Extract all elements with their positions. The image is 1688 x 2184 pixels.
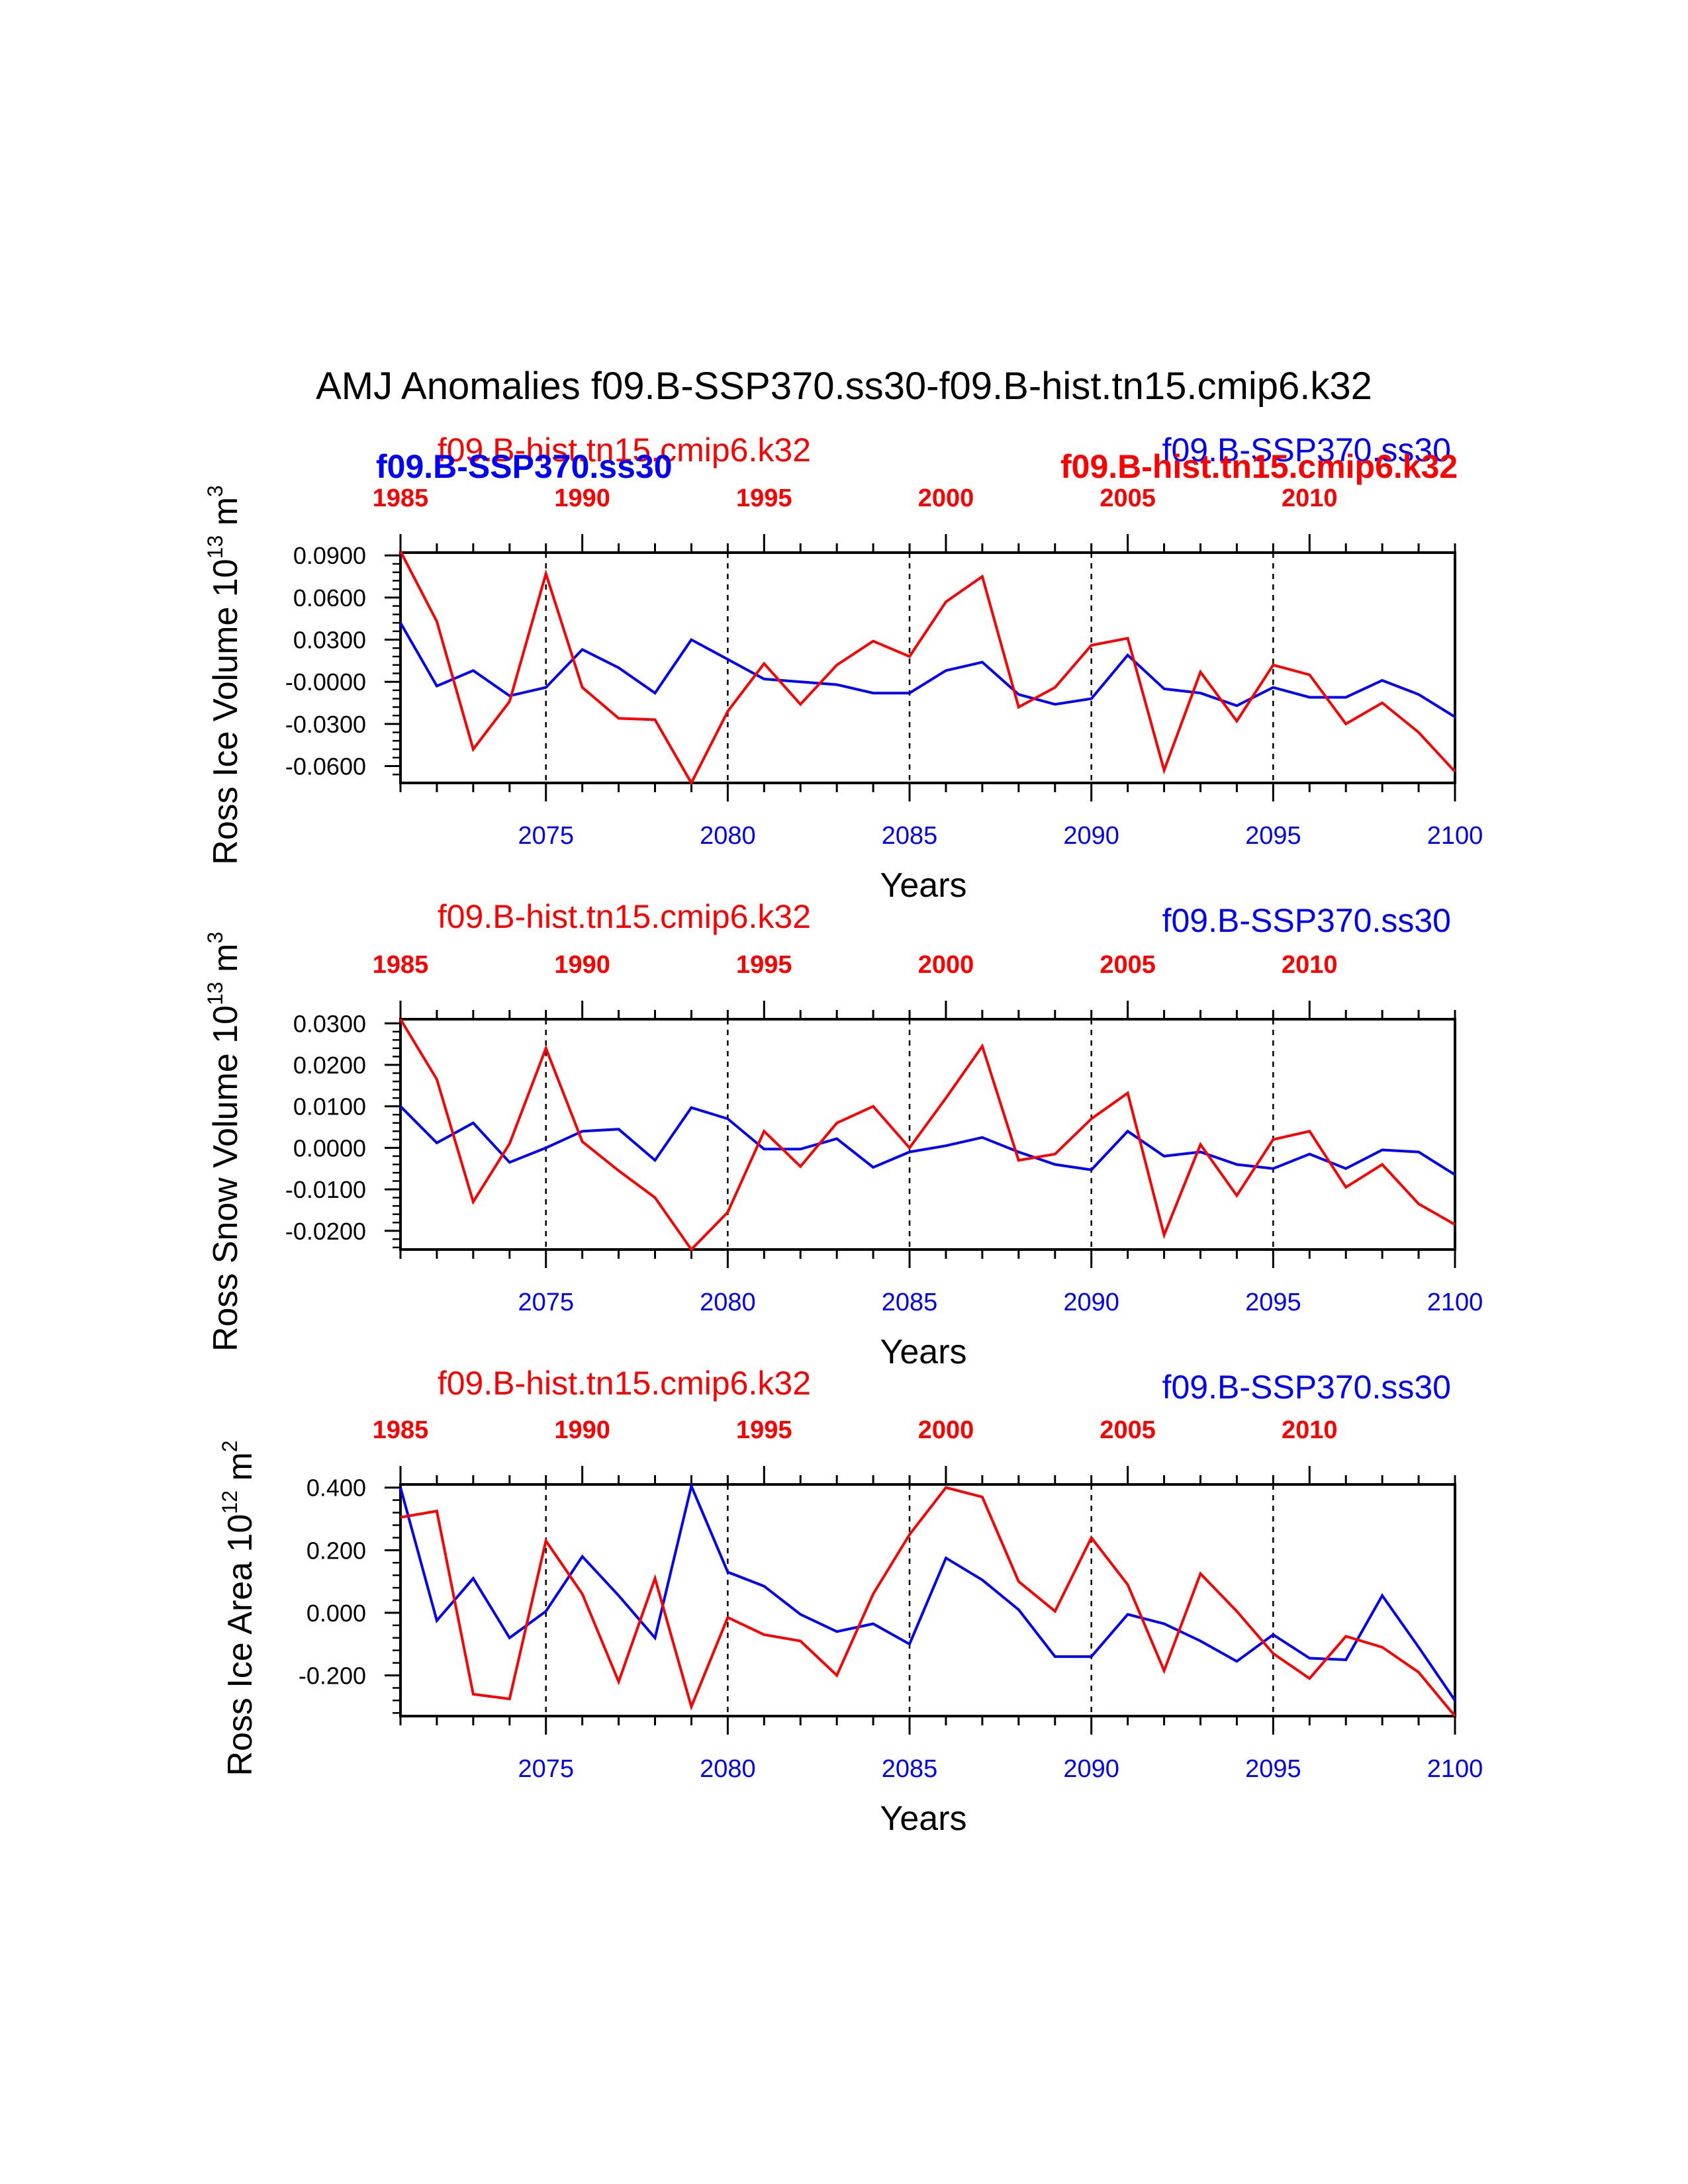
y-tick-label: -0.0000 [285, 668, 366, 696]
legend-hist-label: f09.B-hist.tn15.cmip6.k32 [438, 432, 811, 469]
x-tick-label: 2090 [1063, 1289, 1119, 1316]
y-axis-label: Ross Ice Area 1012 m2 [218, 1440, 259, 1776]
legend-ssp-label: f09.B-SSP370.ss30 [1162, 432, 1451, 469]
top-tick-label: 2000 [918, 1416, 974, 1444]
top-tick-label: 1995 [736, 484, 792, 512]
top-tick-label: 2005 [1100, 484, 1156, 512]
top-tick-label: 1985 [373, 1416, 429, 1444]
top-tick-label: 1990 [554, 951, 610, 979]
x-tick-label: 2080 [700, 822, 756, 850]
x-tick-label: 2095 [1245, 1289, 1301, 1316]
y-tick-label: 0.0300 [293, 1010, 366, 1037]
x-tick-label: 2080 [700, 1755, 756, 1783]
panel-graphics: 2075 2080 2085 2090 2095 2100 1985 1990 1995 2000… [285, 484, 1483, 850]
y-tick-label: 0.200 [306, 1537, 366, 1564]
y-axis-label: Ross Ice Volume 1013 m3 [203, 485, 245, 865]
legend-ssp-label: f09.B-SSP370.ss30 [1162, 1369, 1451, 1406]
y-tick-label: 0.0100 [293, 1093, 366, 1120]
y-tick-label: 0.000 [306, 1600, 366, 1627]
y-tick-label: -0.0200 [285, 1218, 366, 1245]
x-axis-label: Years [880, 866, 966, 905]
plot-frame [399, 1018, 1456, 1251]
panel-graphics: 2075 2080 2085 2090 2095 2100 1985 1990 1995 2000… [299, 1416, 1483, 1783]
top-tick-label: 1985 [373, 484, 429, 512]
x-tick-label: 2075 [518, 1289, 574, 1316]
legend-ssp-label: f09.B-SSP370.ss30 [1162, 902, 1451, 939]
panel-ross-ice-volume: f09.B-hist.tn15.cmip6.k32 f09.B-SSP370.s… [203, 432, 1483, 905]
top-tick-label: 1995 [736, 1416, 792, 1444]
legend-hist-label: f09.B-hist.tn15.cmip6.k32 [438, 898, 811, 935]
x-tick-label: 2090 [1063, 1755, 1119, 1783]
top-tick-label: 2010 [1282, 951, 1338, 979]
series-line-hist [399, 550, 1456, 786]
x-tick-label: 2100 [1427, 822, 1483, 850]
x-axis-label: Years [880, 1799, 966, 1838]
series-line-ssp [399, 1482, 1456, 1702]
panel-ross-ice-area: f09.B-hist.tn15.cmip6.k32 f09.B-SSP370.s… [218, 1365, 1483, 1838]
top-tick-label: 2005 [1100, 1416, 1156, 1444]
top-tick-label: 1990 [554, 1416, 610, 1444]
legend-hist-label: f09.B-hist.tn15.cmip6.k32 [438, 1365, 811, 1402]
x-tick-label: 2085 [882, 822, 938, 850]
series-line-ssp [399, 622, 1456, 719]
series-line-hist [399, 1018, 1456, 1252]
y-tick-label: 0.0200 [293, 1052, 366, 1079]
x-tick-label: 2090 [1063, 822, 1119, 850]
plot-frame [399, 551, 1456, 784]
series-line-ssp [399, 1105, 1456, 1176]
x-tick-label: 2100 [1427, 1289, 1483, 1316]
top-tick-label: 2000 [918, 484, 974, 512]
x-tick-label: 2095 [1245, 1755, 1301, 1783]
x-tick-label: 2075 [518, 1755, 574, 1783]
top-tick-label: 1990 [554, 484, 610, 512]
y-tick-label: 0.0300 [293, 627, 366, 654]
panel-graphics: 2075 2080 2085 2090 2095 2100 1985 1990 1995 2000… [285, 951, 1483, 1316]
y-tick-label: -0.0300 [285, 711, 366, 738]
top-tick-label: 2000 [918, 951, 974, 979]
top-tick-label: 1995 [736, 951, 792, 979]
y-tick-label: 0.400 [306, 1475, 366, 1502]
top-tick-label: 1985 [373, 951, 429, 979]
legend-ssp-bold-label: f09.B-SSP370.ss30 [376, 448, 673, 485]
x-axis-label: Years [880, 1333, 966, 1371]
x-tick-label: 2080 [700, 1289, 756, 1316]
x-tick-label: 2085 [882, 1755, 938, 1783]
panel-ross-snow-volume: f09.B-hist.tn15.cmip6.k32 f09.B-SSP370.s… [203, 898, 1483, 1371]
y-tick-label: -0.0100 [285, 1176, 366, 1203]
legend-hist-bold-label: f09.B-hist.tn15.cmip6.k32 [1060, 448, 1458, 485]
top-tick-label: 2005 [1100, 951, 1156, 979]
top-tick-label: 2010 [1282, 484, 1338, 512]
y-tick-label: -0.200 [299, 1662, 366, 1690]
y-tick-label: -0.0600 [285, 753, 366, 780]
series-line-hist [400, 1486, 1456, 1717]
y-tick-label: 0.0000 [293, 1134, 366, 1161]
y-axis-label: Ross Snow Volume 1013 m3 [203, 932, 245, 1351]
y-tick-label: 0.0600 [293, 584, 366, 612]
top-tick-label: 2010 [1282, 1416, 1338, 1444]
x-tick-label: 2075 [518, 822, 574, 850]
x-tick-label: 2085 [882, 1289, 938, 1316]
y-tick-label: 0.0900 [293, 542, 366, 569]
x-tick-label: 2100 [1427, 1755, 1483, 1783]
figure-title: AMJ Anomalies f09.B-SSP370.ss30-f09.B-hi… [316, 365, 1372, 408]
x-tick-label: 2095 [1245, 822, 1301, 850]
